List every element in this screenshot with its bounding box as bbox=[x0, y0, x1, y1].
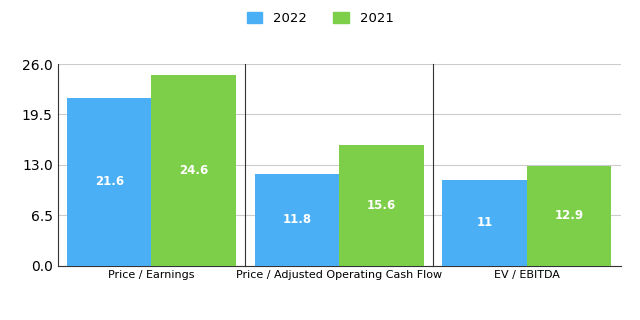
Bar bbox=[442, 180, 527, 266]
Bar bbox=[339, 145, 424, 266]
Text: 21.6: 21.6 bbox=[95, 175, 124, 188]
Bar bbox=[527, 165, 611, 266]
Text: 11.8: 11.8 bbox=[282, 213, 312, 226]
Bar bbox=[255, 174, 339, 266]
Text: 11: 11 bbox=[477, 216, 493, 229]
Bar bbox=[67, 98, 152, 266]
Text: 24.6: 24.6 bbox=[179, 164, 209, 177]
Text: 12.9: 12.9 bbox=[555, 209, 584, 222]
Legend: 2022, 2021: 2022, 2021 bbox=[241, 7, 399, 30]
Bar bbox=[152, 75, 236, 266]
Text: 15.6: 15.6 bbox=[367, 199, 396, 212]
